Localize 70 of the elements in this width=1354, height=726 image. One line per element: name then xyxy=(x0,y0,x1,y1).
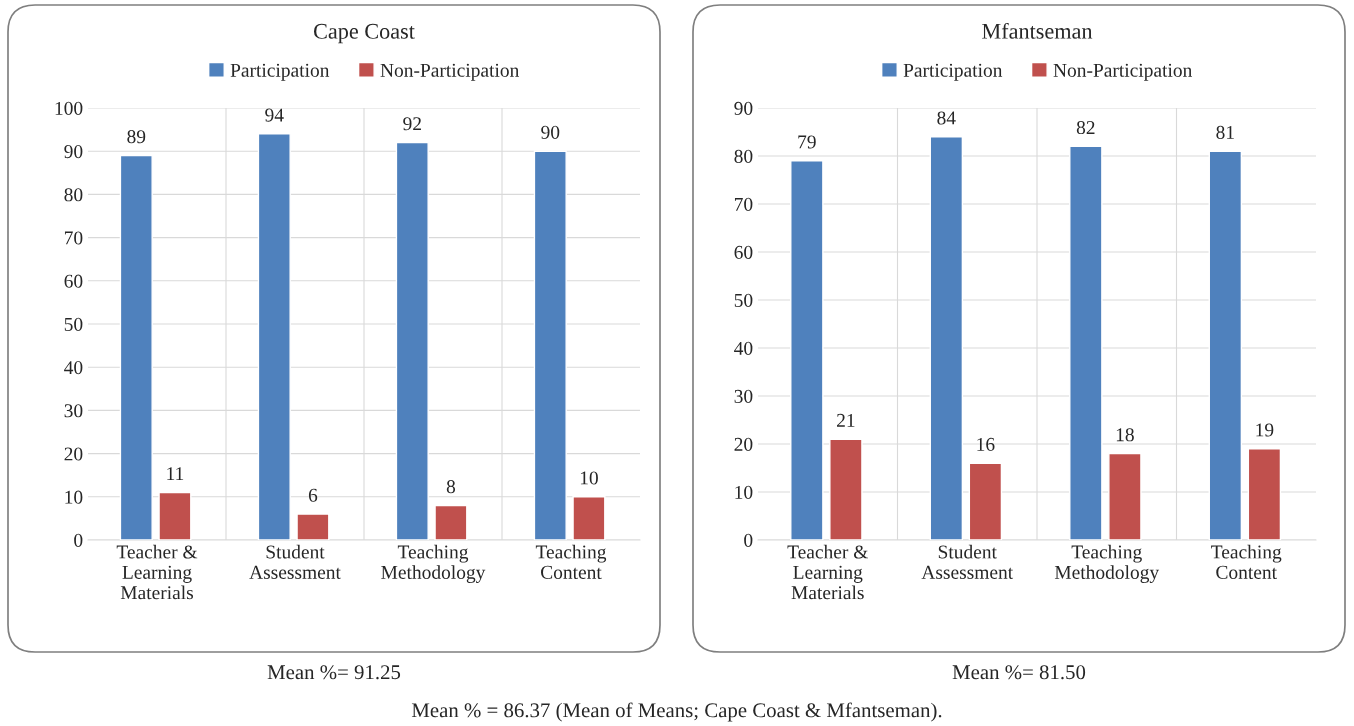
legend-label: Participation xyxy=(903,63,1003,81)
y-tick-label: 60 xyxy=(734,245,753,259)
y-tick-label: 90 xyxy=(734,101,753,115)
bar xyxy=(790,160,824,540)
y-tick-label: 20 xyxy=(64,447,83,461)
data-label: 19 xyxy=(1256,423,1274,437)
bar xyxy=(434,504,468,540)
y-tick-label: 10 xyxy=(65,490,83,504)
data-label: 92 xyxy=(403,117,421,131)
y-tick-label: 30 xyxy=(734,389,753,403)
data-label: 94 xyxy=(265,108,284,122)
x-tick-label: Teaching Methodology xyxy=(381,544,486,583)
y-tick-label: 80 xyxy=(64,188,83,202)
data-label: 16 xyxy=(977,437,995,451)
legend-label: Non-Participation xyxy=(1053,63,1193,81)
y-tick-label: 40 xyxy=(734,341,753,355)
data-label: 6 xyxy=(308,488,318,502)
bar xyxy=(257,133,291,540)
y-tick-label: 80 xyxy=(734,149,753,163)
x-tick-label: Teacher & Learning Materials xyxy=(116,544,198,600)
text: Mean % = 86.37 (Mean of Means; Cape Coast & Mfantseman). xyxy=(411,702,942,722)
x-tick-label: Teaching Methodology xyxy=(1054,544,1160,583)
y-tick-label: 100 xyxy=(55,101,83,115)
data-label: 11 xyxy=(167,467,184,481)
y-tick-label: 70 xyxy=(734,197,753,211)
y-tick-label: 70 xyxy=(64,231,83,245)
data-label: 81 xyxy=(1216,125,1234,139)
y-tick-label: 40 xyxy=(64,361,83,375)
y-tick-label: 50 xyxy=(64,317,83,331)
data-label: 89 xyxy=(127,130,146,144)
legend-label: Participation xyxy=(230,63,330,81)
data-label: 21 xyxy=(837,413,855,427)
y-tick-label: 30 xyxy=(64,404,83,418)
text: Mean %= 91.25 xyxy=(267,665,401,680)
data-label: 79 xyxy=(798,135,816,149)
bar xyxy=(395,141,429,540)
data-label: 84 xyxy=(937,111,956,125)
text: Mean %= 81.50 xyxy=(952,665,1086,680)
chart-title: Cape Coast xyxy=(313,23,415,44)
bar xyxy=(968,462,1003,540)
bar xyxy=(158,491,192,540)
data-label: 82 xyxy=(1076,121,1095,135)
x-tick-label: Student Assessment xyxy=(249,544,341,579)
data-label: 8 xyxy=(446,480,456,494)
x-tick-label: Teaching Content xyxy=(1211,544,1282,579)
bar xyxy=(572,496,606,540)
y-tick-label: 10 xyxy=(735,485,753,499)
x-tick-label: Student Assessment xyxy=(921,544,1014,579)
bar xyxy=(829,438,863,540)
y-tick-label: 50 xyxy=(734,293,753,307)
data-label: 90 xyxy=(541,125,560,139)
bar xyxy=(929,136,964,540)
x-tick-label: Teacher & Learning Materials xyxy=(787,544,869,600)
chart-title: Mfantseman xyxy=(982,22,1093,39)
y-tick-label: 20 xyxy=(734,437,753,451)
y-tick-label: 60 xyxy=(64,274,83,288)
y-tick-label: 90 xyxy=(64,145,83,159)
data-label: 18 xyxy=(1116,428,1134,442)
bar xyxy=(119,154,153,540)
y-tick-label: 0 xyxy=(74,533,83,547)
x-tick-label: Teaching Content xyxy=(535,544,607,579)
bar xyxy=(1247,448,1282,540)
bar xyxy=(533,150,567,540)
bar xyxy=(1208,150,1243,540)
bar xyxy=(1069,145,1103,540)
bar xyxy=(1108,452,1142,540)
bar xyxy=(296,513,330,540)
y-tick-label: 0 xyxy=(744,533,753,547)
legend-label: Non-Participation xyxy=(380,63,520,81)
data-label: 10 xyxy=(580,471,598,485)
